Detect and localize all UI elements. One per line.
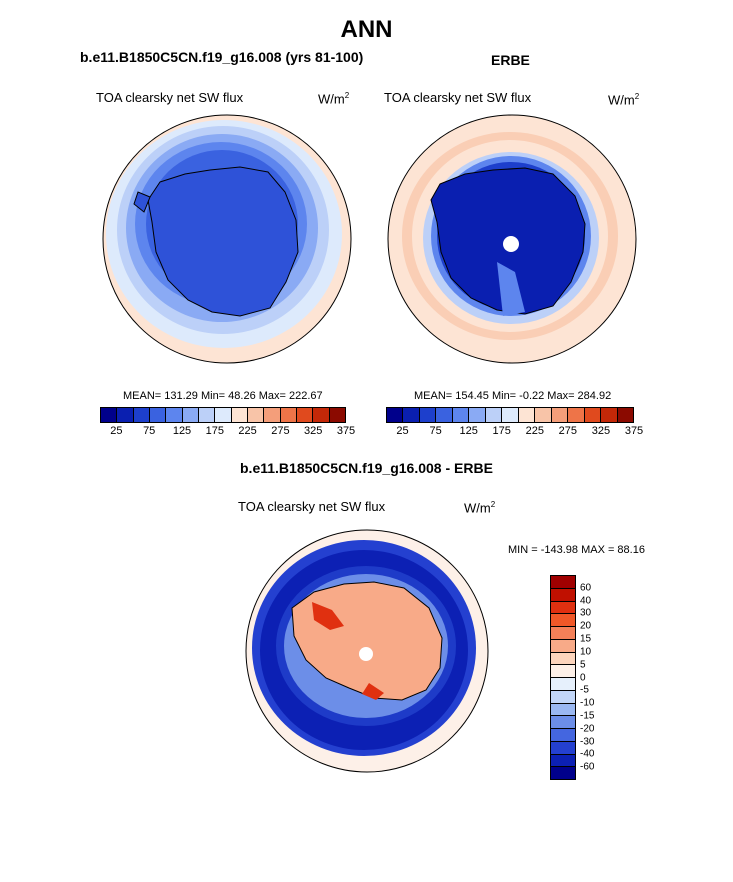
obs-colorbar: [386, 407, 634, 423]
colorbar-swatch: [198, 408, 216, 422]
colorbar-tick-label: 10: [580, 646, 592, 658]
colorbar-tick-label: 0: [580, 672, 586, 683]
colorbar-tick-label: 275: [271, 425, 290, 437]
colorbar-swatch: [551, 690, 575, 704]
obs-units-label: W/m2: [608, 92, 640, 108]
diff-colorbar-labels: 60 40 30 20 15 10 5 0 -5 -10 -15 -20 -30 -40 -60: [580, 575, 620, 778]
colorbar-tick-label: 325: [591, 425, 611, 437]
diff-panel-title: b.e11.B1850C5CN.f19_g16.008 - ERBE: [240, 460, 493, 476]
colorbar-swatch: [584, 408, 602, 422]
colorbar-swatch: [419, 408, 437, 422]
diff-stats: MIN = -143.98 MAX = 88.16: [508, 544, 645, 556]
colorbar-swatch: [403, 408, 420, 422]
colorbar-swatch: [485, 408, 503, 422]
colorbar-tick-label: 5: [580, 659, 586, 671]
colorbar-tick-label: 25: [396, 425, 409, 437]
colorbar-swatch: [436, 408, 453, 422]
model-colorbar-labels: 25 75 125 175 225 275 325 375: [100, 425, 355, 439]
colorbar-swatch: [551, 729, 575, 742]
colorbar-tick-label: -10: [580, 697, 595, 709]
colorbar-swatch: [502, 408, 519, 422]
diff-variable-label: TOA clearsky net SW flux: [238, 499, 386, 514]
colorbar-swatch: [280, 408, 297, 422]
colorbar-tick-label: 275: [558, 425, 578, 437]
colorbar-swatch: [551, 601, 575, 615]
model-polar-map: [102, 114, 352, 364]
colorbar-tick-label: 175: [492, 425, 511, 437]
colorbar-swatch: [551, 754, 575, 768]
obs-colorbar-labels: 25 75 125 175 225 275 325 375: [386, 425, 643, 439]
colorbar-tick-label: 125: [172, 425, 192, 437]
colorbar-swatch: [117, 408, 134, 422]
colorbar-tick-label: 225: [238, 425, 257, 437]
colorbar-tick-label: 40: [580, 595, 592, 607]
obs-polar-map: [387, 114, 637, 364]
colorbar-swatch: [551, 652, 575, 666]
colorbar-tick-label: -60: [580, 761, 595, 773]
colorbar-swatch: [551, 588, 575, 602]
model-variable-label: TOA clearsky net SW flux: [96, 90, 244, 105]
colorbar-tick-label: 375: [336, 425, 356, 437]
colorbar-tick-label: 225: [525, 425, 544, 437]
diff-polar-map: [245, 529, 489, 773]
colorbar-tick-label: 75: [429, 425, 442, 437]
colorbar-swatch: [469, 408, 486, 422]
colorbar-swatch: [535, 408, 552, 422]
colorbar-swatch: [518, 408, 536, 422]
colorbar-tick-label: 60: [580, 582, 592, 594]
model-units-label: W/m2: [318, 91, 350, 107]
colorbar-tick-label: 175: [205, 425, 224, 437]
colorbar-swatch: [387, 408, 404, 422]
colorbar-swatch: [617, 408, 634, 422]
colorbar-swatch: [296, 408, 314, 422]
colorbar-tick-label: -20: [580, 723, 595, 735]
obs-panel-title: ERBE: [491, 52, 530, 68]
colorbar-swatch: [133, 408, 150, 422]
colorbar-swatch: [166, 408, 183, 422]
colorbar-tick-label: 325: [304, 425, 323, 437]
colorbar-tick-label: 125: [459, 425, 478, 437]
colorbar-tick-label: 15: [580, 633, 592, 645]
colorbar-swatch: [551, 703, 575, 717]
colorbar-swatch: [551, 614, 575, 627]
colorbar-swatch: [601, 408, 618, 422]
obs-variable-label: TOA clearsky net SW flux: [384, 90, 532, 105]
colorbar-swatch: [551, 741, 575, 755]
colorbar-swatch: [247, 408, 265, 422]
colorbar-swatch: [452, 408, 470, 422]
colorbar-swatch: [149, 408, 167, 422]
colorbar-tick-label: -15: [580, 710, 595, 722]
colorbar-tick-label: 30: [580, 607, 592, 619]
colorbar-swatch: [551, 576, 575, 589]
colorbar-swatch: [231, 408, 248, 422]
colorbar-swatch: [551, 627, 575, 640]
colorbar-swatch: [551, 665, 575, 678]
colorbar-tick-label: -40: [580, 748, 595, 760]
colorbar-swatch: [329, 408, 345, 422]
colorbar-tick-label: 375: [624, 425, 644, 437]
model-panel-title: b.e11.B1850C5CN.f19_g16.008 (yrs 81-100): [80, 49, 364, 65]
colorbar-swatch: [182, 408, 199, 422]
diff-colorbar: [550, 575, 576, 780]
figure-title: ANN: [340, 16, 393, 43]
model-colorbar: [100, 407, 346, 423]
obs-stats: MEAN= 154.45 Min= -0.22 Max= 284.92: [414, 390, 612, 402]
colorbar-swatch: [264, 408, 281, 422]
colorbar-swatch: [551, 639, 575, 653]
colorbar-tick-label: -30: [580, 736, 595, 748]
colorbar-swatch: [551, 678, 575, 691]
colorbar-swatch: [551, 716, 575, 729]
colorbar-swatch: [568, 408, 585, 422]
colorbar-tick-label: 20: [580, 620, 592, 632]
diff-units-label: W/m2: [464, 500, 496, 516]
colorbar-swatch: [551, 408, 569, 422]
model-stats: MEAN= 131.29 Min= 48.26 Max= 222.67: [123, 390, 323, 402]
colorbar-swatch: [551, 767, 575, 779]
colorbar-swatch: [215, 408, 232, 422]
colorbar-tick-label: 25: [110, 425, 123, 437]
colorbar-tick-label: 75: [143, 425, 156, 437]
colorbar-tick-label: -5: [580, 684, 589, 696]
colorbar-swatch: [101, 408, 118, 422]
colorbar-swatch: [313, 408, 330, 422]
